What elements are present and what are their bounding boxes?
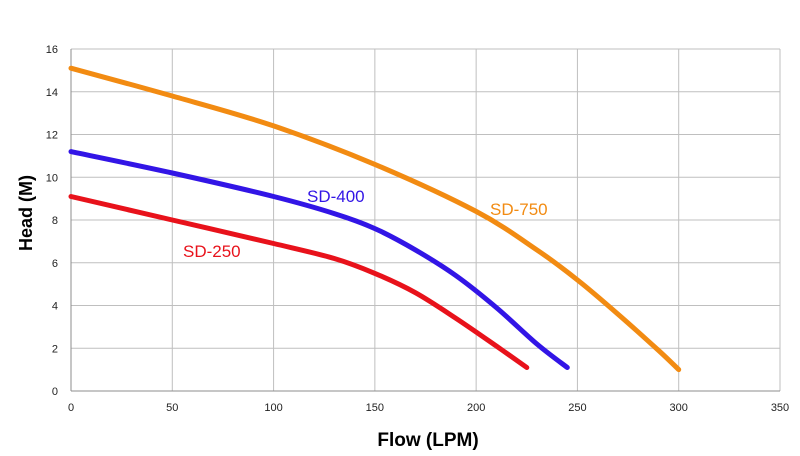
y-tick-label: 8 [52, 215, 58, 227]
x-tick-label: 100 [264, 402, 282, 414]
y-tick-label: 16 [46, 44, 58, 56]
x-tick-label: 0 [68, 402, 74, 414]
x-axis-title: Flow (LPM) [377, 430, 478, 451]
series-label-sd-400: SD-400 [307, 187, 365, 206]
y-tick-labels: 0 2 4 6 8 10 12 14 16 [46, 44, 58, 398]
series-line-sd-250 [68, 194, 530, 370]
x-tick-label: 300 [670, 402, 688, 414]
y-tick-label: 2 [52, 343, 58, 355]
y-tick-label: 14 [46, 87, 58, 99]
axes [70, 49, 780, 392]
y-axis-title: Head (M) [16, 175, 36, 251]
x-tick-label: 150 [366, 402, 384, 414]
y-tick-label: 12 [46, 130, 58, 142]
y-tick-label: 0 [52, 386, 58, 398]
y-tick-label: 6 [52, 258, 58, 270]
series-label-sd-750: SD-750 [490, 200, 548, 219]
x-tick-label: 250 [568, 402, 586, 414]
grid-lines [70, 48, 781, 392]
y-tick-label: 4 [52, 301, 58, 313]
x-tick-label: 50 [166, 402, 178, 414]
series-line-sd-400 [68, 149, 570, 370]
series-lines [68, 65, 682, 373]
x-tick-label: 200 [467, 402, 485, 414]
x-tick-label: 350 [771, 402, 789, 414]
x-tick-labels: 0 50 100 150 200 250 300 350 [68, 402, 789, 414]
series-line-sd-750 [68, 65, 682, 373]
y-tick-label: 10 [46, 172, 58, 184]
series-label-sd-250: SD-250 [183, 242, 241, 261]
